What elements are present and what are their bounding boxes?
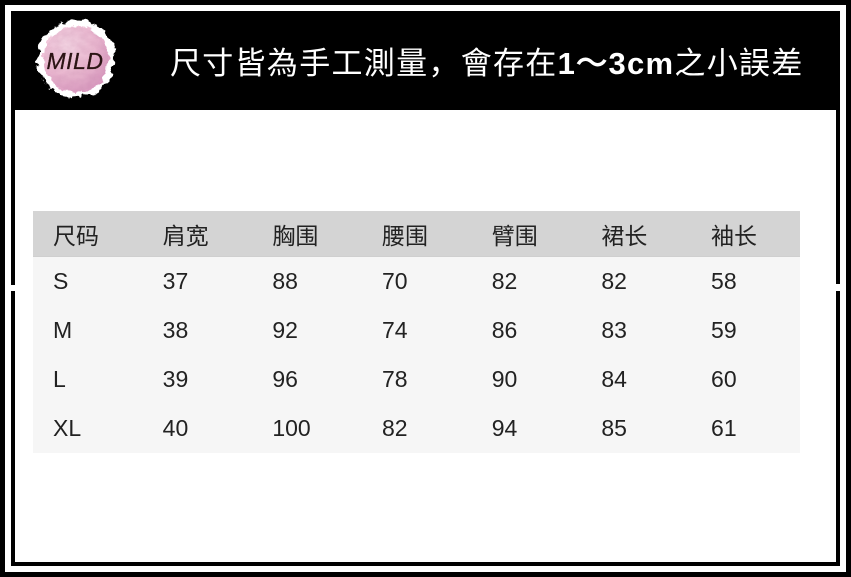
svg-text:MILD: MILD <box>47 48 104 74</box>
